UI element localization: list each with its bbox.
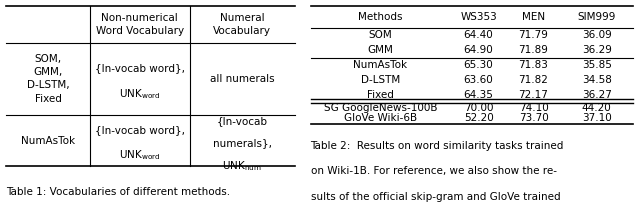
Text: 36.27: 36.27 — [582, 90, 612, 100]
Text: GMM: GMM — [367, 45, 394, 55]
Text: Non-numerical
Word Vocabulary: Non-numerical Word Vocabulary — [96, 13, 184, 36]
Text: 65.30: 65.30 — [464, 60, 493, 70]
Text: 36.29: 36.29 — [582, 45, 612, 55]
Text: {In-vocab word},: {In-vocab word}, — [95, 125, 185, 135]
Text: UNK$_{\mathrm{num}}$: UNK$_{\mathrm{num}}$ — [222, 159, 262, 173]
Text: sults of the official skip-gram and GloVe trained: sults of the official skip-gram and GloV… — [310, 192, 560, 202]
Text: SOM: SOM — [369, 30, 392, 40]
Text: NumAsTok: NumAsTok — [21, 136, 75, 145]
Text: WS353: WS353 — [460, 12, 497, 22]
Text: 64.35: 64.35 — [463, 90, 493, 100]
Text: 34.58: 34.58 — [582, 75, 612, 85]
Text: 64.90: 64.90 — [464, 45, 493, 55]
Text: UNK$_{\mathrm{word}}$: UNK$_{\mathrm{word}}$ — [119, 87, 161, 101]
Text: 70.00: 70.00 — [464, 103, 493, 112]
Text: 64.40: 64.40 — [464, 30, 493, 40]
Text: 71.83: 71.83 — [518, 60, 548, 70]
Text: Fixed: Fixed — [367, 90, 394, 100]
Text: SOM,
GMM,
D-LSTM,
Fixed: SOM, GMM, D-LSTM, Fixed — [27, 54, 70, 104]
Text: 71.89: 71.89 — [518, 45, 548, 55]
Text: 71.82: 71.82 — [518, 75, 548, 85]
Text: SIM999: SIM999 — [577, 12, 616, 22]
Text: 71.79: 71.79 — [518, 30, 548, 40]
Text: Methods: Methods — [358, 12, 403, 22]
Text: {In-vocab word},: {In-vocab word}, — [95, 63, 185, 73]
Text: 35.85: 35.85 — [582, 60, 612, 70]
Text: Table 2:  Results on word similarity tasks trained: Table 2: Results on word similarity task… — [310, 141, 564, 151]
Text: D-LSTM: D-LSTM — [361, 75, 400, 85]
Text: Table 1: Vocabularies of different methods.: Table 1: Vocabularies of different metho… — [6, 187, 230, 197]
Text: 52.20: 52.20 — [464, 113, 493, 123]
Text: 37.10: 37.10 — [582, 113, 612, 123]
Text: MEN: MEN — [522, 12, 545, 22]
Text: UNK$_{\mathrm{word}}$: UNK$_{\mathrm{word}}$ — [119, 149, 161, 162]
Text: Numeral
Vocabulary: Numeral Vocabulary — [213, 13, 271, 36]
Text: GloVe Wiki-6B: GloVe Wiki-6B — [344, 113, 417, 123]
Text: 74.10: 74.10 — [518, 103, 548, 112]
Text: 36.09: 36.09 — [582, 30, 612, 40]
Text: on Wiki-1B. For reference, we also show the re-: on Wiki-1B. For reference, we also show … — [310, 166, 557, 176]
Text: numerals},: numerals}, — [212, 138, 271, 148]
Text: 63.60: 63.60 — [464, 75, 493, 85]
Text: SG GoogleNews-100B: SG GoogleNews-100B — [324, 103, 437, 112]
Text: all numerals: all numerals — [210, 74, 275, 84]
Text: {In-vocab: {In-vocab — [217, 117, 268, 126]
Text: 73.70: 73.70 — [518, 113, 548, 123]
Text: 44.20: 44.20 — [582, 103, 612, 112]
Text: 72.17: 72.17 — [518, 90, 548, 100]
Text: NumAsTok: NumAsTok — [353, 60, 408, 70]
